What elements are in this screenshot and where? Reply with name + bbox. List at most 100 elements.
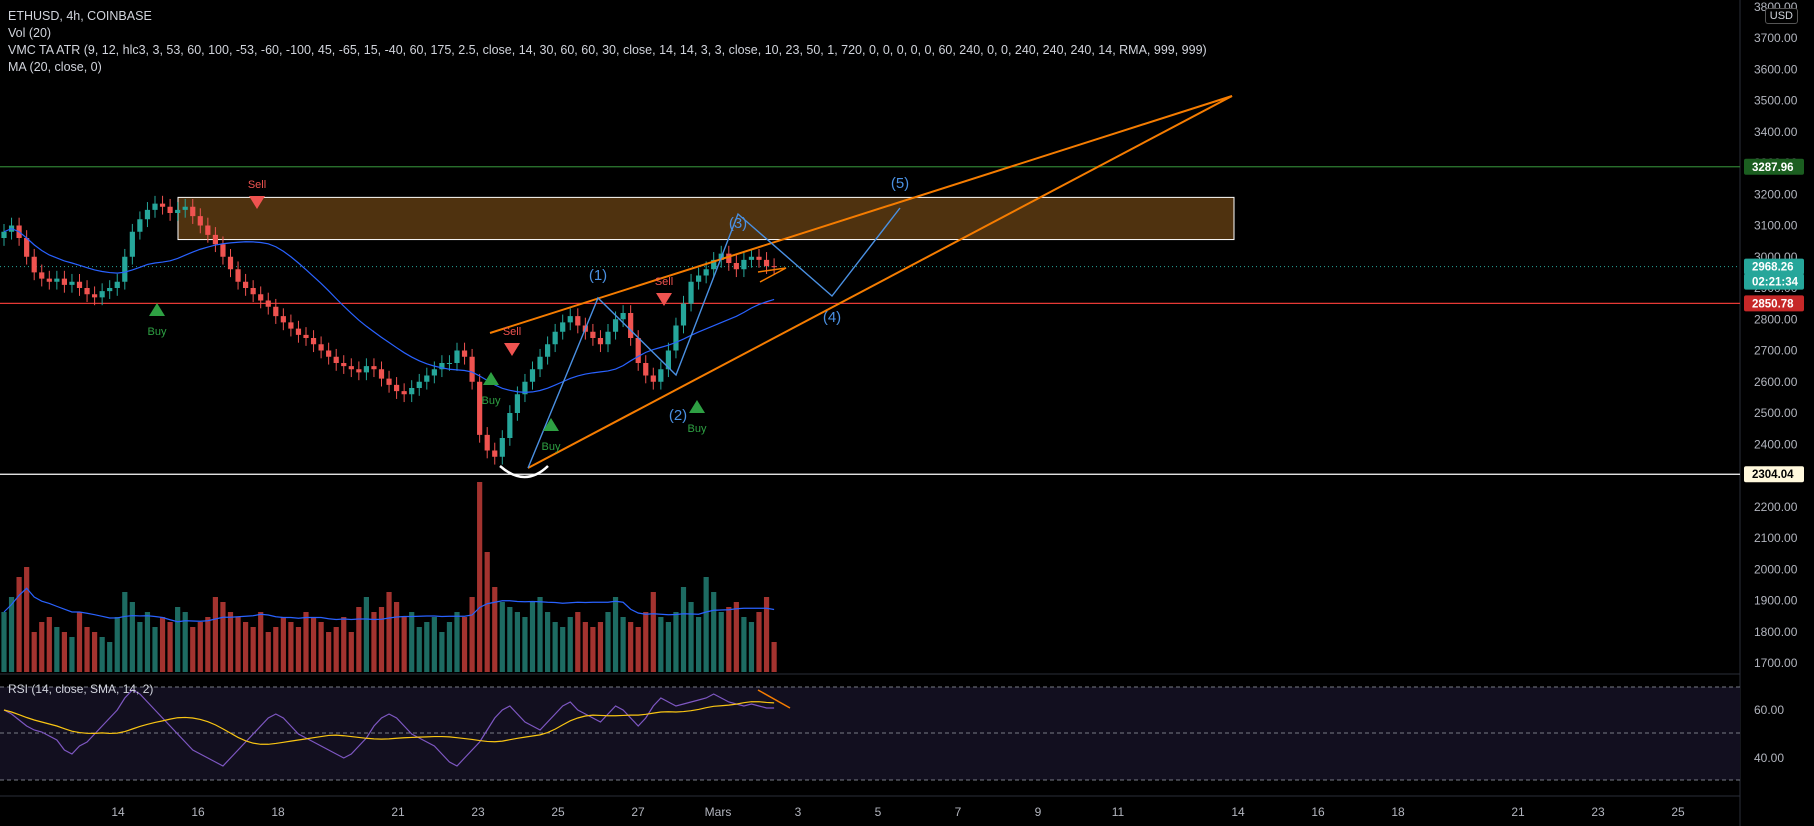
volume-bar bbox=[107, 642, 113, 672]
candle-body bbox=[31, 256, 37, 273]
price-label-bg-support bbox=[1744, 295, 1804, 312]
candle-body bbox=[386, 378, 392, 385]
volume-bar bbox=[288, 622, 294, 672]
candle-body bbox=[295, 328, 302, 335]
candle-body bbox=[92, 294, 98, 298]
candle-body bbox=[167, 206, 173, 213]
candle-body bbox=[280, 316, 286, 323]
sell-signal-arrow bbox=[504, 343, 520, 356]
buy-signal-arrow bbox=[149, 303, 165, 316]
volume-bar bbox=[205, 617, 211, 672]
y-tick-label: 2500.00 bbox=[1754, 406, 1798, 420]
x-tick-label: 7 bbox=[955, 805, 962, 819]
candle-body bbox=[288, 322, 294, 329]
candle-body bbox=[1, 231, 7, 238]
candle-body bbox=[356, 369, 362, 373]
volume-bar bbox=[167, 622, 173, 672]
wave-label: (4) bbox=[823, 309, 841, 326]
candle-body bbox=[401, 391, 407, 395]
volume-bar bbox=[560, 627, 566, 672]
y-tick-label: 3200.00 bbox=[1754, 187, 1798, 201]
symbol-title: ETHUSD, 4h, COINBASE bbox=[8, 9, 152, 23]
candle-body bbox=[635, 338, 641, 363]
volume-bar bbox=[31, 632, 37, 672]
wedge-lower-trendline bbox=[527, 95, 1233, 469]
volume-bar bbox=[8, 597, 15, 672]
volume-bar bbox=[665, 622, 671, 672]
flag-pattern bbox=[757, 267, 787, 283]
volume-bar bbox=[461, 617, 468, 672]
candle-body bbox=[756, 256, 762, 260]
candle-body bbox=[567, 316, 573, 323]
price-label-countdown: 02:21:34 bbox=[1752, 277, 1799, 289]
price-ma-line bbox=[3, 227, 775, 393]
volume-bar bbox=[220, 602, 226, 672]
y-tick-label: 1700.00 bbox=[1754, 656, 1798, 670]
volume-bar bbox=[537, 597, 543, 672]
candle-body bbox=[333, 356, 339, 363]
x-tick-label: 18 bbox=[271, 805, 285, 819]
volume-bar bbox=[84, 627, 90, 672]
candle-body bbox=[575, 316, 581, 326]
sell-signal-arrow bbox=[656, 293, 672, 306]
volume-bar bbox=[159, 617, 166, 672]
candle-body bbox=[46, 278, 52, 282]
candle-body bbox=[273, 306, 279, 317]
y-tick-label: 2800.00 bbox=[1754, 312, 1798, 326]
volume-bar bbox=[295, 627, 302, 672]
candle-body bbox=[620, 313, 626, 320]
candle-body bbox=[341, 363, 347, 367]
candle-body bbox=[197, 216, 203, 226]
price-axis-panel bbox=[1740, 0, 1814, 826]
candle-body bbox=[643, 363, 649, 376]
volume-bar bbox=[243, 622, 249, 672]
volume-bar bbox=[733, 602, 739, 672]
volume-bar bbox=[394, 602, 400, 672]
volume-bar bbox=[409, 612, 415, 672]
volume-bar bbox=[326, 632, 332, 672]
wave-label: (3) bbox=[729, 215, 747, 232]
y-tick-label: 2000.00 bbox=[1754, 562, 1798, 576]
y-tick-label: 2700.00 bbox=[1754, 344, 1798, 358]
volume-bar bbox=[280, 617, 286, 672]
candle-body bbox=[560, 322, 566, 332]
x-tick-label: 23 bbox=[1591, 805, 1605, 819]
volume-bar bbox=[522, 617, 528, 672]
candle-body bbox=[673, 325, 679, 351]
candle-body bbox=[545, 344, 551, 357]
volume-bar bbox=[771, 642, 777, 672]
y-tick-label: 2600.00 bbox=[1754, 375, 1798, 389]
candle-body bbox=[144, 209, 151, 220]
volume-bar bbox=[469, 597, 475, 672]
candle-body bbox=[439, 363, 445, 370]
candle-body bbox=[461, 350, 468, 357]
candle-body bbox=[711, 259, 717, 270]
x-tick-label: 21 bbox=[391, 805, 405, 819]
candle-body bbox=[416, 381, 422, 388]
x-tick-label: 27 bbox=[631, 805, 645, 819]
x-tick-label: 11 bbox=[1112, 805, 1125, 819]
volume-bar bbox=[635, 627, 641, 672]
volume-bar bbox=[69, 637, 75, 672]
volume-bar bbox=[507, 607, 513, 672]
candle-body bbox=[680, 303, 687, 326]
wave-label: (5) bbox=[891, 175, 909, 192]
currency-badge[interactable]: USD bbox=[1764, 8, 1798, 24]
candle-body bbox=[212, 234, 218, 245]
volume-bar bbox=[590, 627, 596, 672]
candle-body bbox=[628, 313, 634, 338]
volume-bar bbox=[197, 622, 203, 672]
sell-signal-label: Sell bbox=[248, 179, 266, 191]
sell-signal-label: Sell bbox=[503, 326, 521, 338]
candle-body bbox=[348, 366, 354, 370]
volume-bar bbox=[680, 587, 687, 672]
volume-legend: Vol (20) bbox=[8, 26, 52, 40]
volume-bar bbox=[529, 602, 536, 672]
volume-bar bbox=[416, 627, 422, 672]
x-tick-label: 18 bbox=[1391, 805, 1405, 819]
volume-bar bbox=[748, 622, 755, 672]
candle-body bbox=[394, 384, 400, 392]
y-tick-label: 2100.00 bbox=[1754, 531, 1798, 545]
price-label-bg-resistance bbox=[1744, 158, 1804, 175]
